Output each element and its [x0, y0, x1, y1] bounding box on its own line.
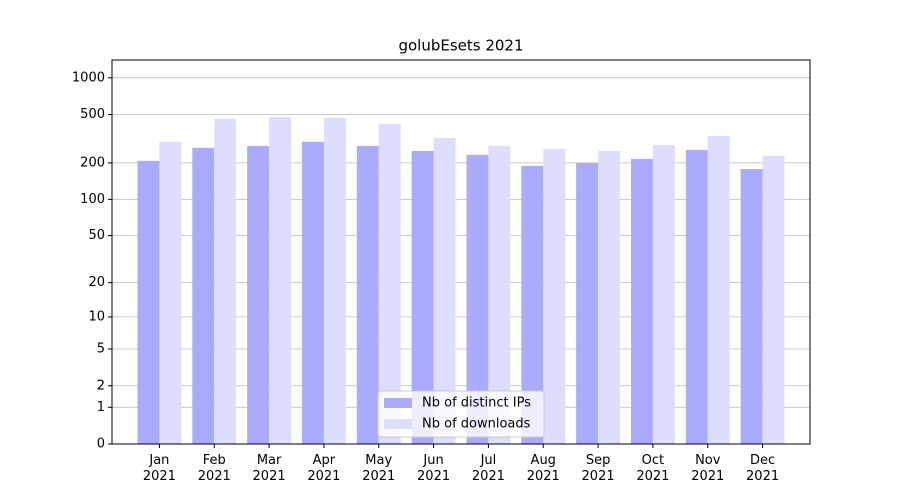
y-tick-label: 100 [80, 192, 105, 207]
y-tick-label: 200 [80, 155, 105, 170]
legend-box [377, 390, 545, 438]
bar [411, 150, 434, 444]
y-tick-label: 1000 [72, 70, 105, 85]
chart-title: golubEsets 2021 [398, 37, 523, 55]
plot-frame [111, 59, 811, 445]
y-tick-label: 50 [88, 228, 105, 243]
bar [323, 117, 346, 444]
legend-swatch [384, 398, 412, 408]
x-tick-label: Nov 2021 [691, 453, 725, 484]
x-tick-label: Jun 2021 [417, 453, 451, 484]
bar [630, 158, 653, 445]
bar [247, 145, 270, 444]
bar [356, 145, 379, 444]
x-tick-label: Aug 2021 [526, 453, 560, 484]
bar [269, 116, 292, 444]
bar [301, 141, 324, 444]
y-tick-label: 500 [80, 107, 105, 122]
y-tick-label: 0 [97, 437, 105, 452]
bar [740, 169, 763, 444]
bar [488, 145, 511, 444]
bar [433, 137, 456, 445]
legend-label: Nb of downloads [422, 417, 531, 432]
bar [762, 155, 785, 444]
bar [378, 123, 401, 444]
bar [685, 149, 708, 444]
bar [214, 118, 237, 444]
bar [598, 150, 621, 444]
y-tick-label: 1 [97, 400, 105, 415]
legend: Nb of distinct IPs Nb of downloads [377, 390, 545, 438]
y-tick-label: 2 [97, 378, 105, 393]
bar [159, 141, 182, 444]
bar [543, 148, 566, 444]
bar [576, 162, 599, 444]
legend-label: Nb of distinct IPs [422, 396, 531, 411]
bar [707, 135, 730, 445]
x-tick-label: Oct 2021 [636, 453, 670, 484]
y-tick-label: 10 [88, 309, 105, 324]
x-tick-label: Feb 2021 [197, 453, 231, 484]
bar [521, 165, 544, 444]
x-tick-label: Apr 2021 [307, 453, 341, 484]
x-tick-label: Sep 2021 [581, 453, 615, 484]
x-tick-label: Mar 2021 [252, 453, 286, 484]
bar [466, 154, 489, 444]
bar [652, 144, 675, 444]
bar [192, 147, 215, 444]
y-tick-label: 20 [88, 275, 105, 290]
x-tick-label: May 2021 [362, 453, 396, 484]
bar [137, 160, 160, 444]
x-tick-label: Dec 2021 [746, 453, 780, 484]
x-tick-label: Jul 2021 [471, 453, 505, 484]
legend-swatch [384, 419, 412, 429]
x-tick-label: Jan 2021 [142, 453, 176, 484]
y-tick-label: 5 [97, 342, 105, 357]
